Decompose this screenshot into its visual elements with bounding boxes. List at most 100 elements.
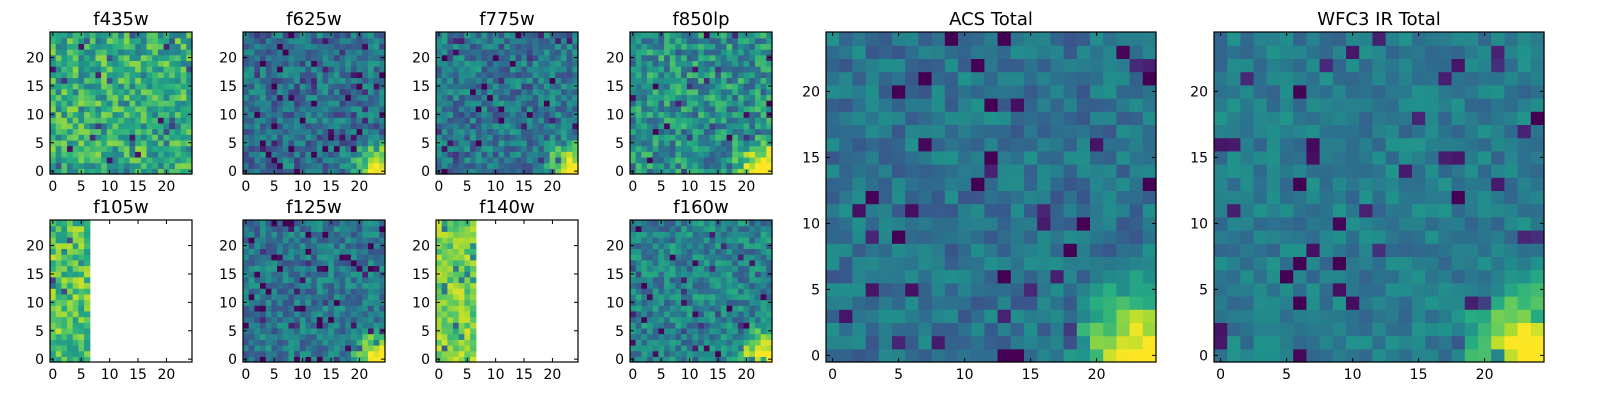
image-cell [532, 168, 539, 175]
image-cell [118, 111, 125, 118]
image-cell [305, 134, 312, 141]
image-cell [726, 139, 733, 147]
image-cell [852, 177, 867, 191]
image-cell [339, 60, 346, 67]
image-cell [362, 94, 369, 101]
image-cell [686, 111, 694, 118]
image-cell [1129, 164, 1144, 178]
image-cell [918, 164, 933, 178]
image-cell [447, 310, 454, 318]
image-cell [339, 276, 346, 284]
image-cell [367, 71, 375, 79]
image-cell [367, 117, 375, 124]
image-cell [350, 66, 358, 73]
image-cell [549, 162, 556, 169]
image-cell [67, 276, 74, 284]
image-cell [294, 66, 301, 73]
image-cell [549, 49, 556, 56]
image-cell [248, 265, 255, 272]
image-cell [760, 49, 767, 56]
image-cell [373, 271, 380, 278]
image-cell [169, 54, 176, 61]
image-cell [248, 94, 255, 101]
image-cell [441, 105, 448, 113]
image-cell [248, 83, 255, 90]
x-tick-label: 10 [681, 179, 699, 195]
image-cell [453, 254, 460, 261]
image-cell [118, 88, 125, 96]
image-cell [373, 299, 380, 306]
image-cell [521, 117, 528, 124]
image-cell [720, 111, 728, 118]
image-cell [726, 265, 733, 272]
y-tick-label: 0 [35, 352, 44, 368]
image-cell [658, 77, 665, 84]
image-cell [958, 216, 972, 231]
image-cell [265, 305, 272, 312]
image-cell [549, 43, 556, 50]
image-cell [447, 248, 454, 255]
image-cell [106, 71, 114, 79]
image-cell [737, 225, 745, 232]
image-cell [509, 100, 517, 107]
image-cell [1076, 243, 1091, 257]
image-cell [316, 71, 324, 79]
image-cell [1103, 84, 1117, 99]
image-cell [560, 145, 568, 152]
image-cell [766, 66, 773, 73]
image-cell [572, 32, 579, 39]
image-cell [339, 327, 346, 335]
image-cell [441, 128, 448, 135]
image-cell [55, 282, 62, 289]
image-cell [905, 84, 919, 99]
image-cell [652, 231, 659, 238]
image-cell [647, 43, 654, 50]
image-cell [55, 339, 62, 346]
image-cell [470, 242, 477, 249]
image-cell [560, 168, 568, 175]
image-cell [703, 105, 711, 113]
image-cell [509, 60, 517, 67]
image-cell [675, 327, 682, 335]
image-cell [106, 94, 114, 101]
image-cell [692, 37, 699, 44]
image-cell [737, 117, 745, 124]
image-cell [1090, 296, 1104, 310]
image-cell [555, 139, 562, 147]
image-cell [447, 344, 454, 352]
image-cell [72, 71, 79, 79]
image-cell [709, 66, 716, 73]
image-cell [1142, 84, 1157, 99]
image-cell [106, 43, 114, 50]
image-cell [277, 32, 284, 39]
image-cell [464, 248, 471, 255]
image-cell [709, 265, 716, 272]
image-cell [135, 139, 142, 147]
image-cell [732, 254, 739, 261]
image-cell [839, 256, 853, 271]
image-cell [146, 60, 153, 67]
image-cell [322, 299, 329, 306]
image-cell [681, 237, 688, 244]
image-cell [248, 66, 255, 73]
image-cell [271, 265, 278, 272]
image-cell [543, 139, 551, 147]
image-cell [458, 145, 465, 152]
image-cell [865, 335, 880, 350]
image-cell [560, 100, 568, 107]
image-cell [641, 327, 648, 335]
image-cell [72, 151, 79, 158]
image-cell [311, 339, 318, 346]
image-cell [157, 128, 165, 135]
image-cell [470, 128, 477, 135]
image-cell [67, 237, 74, 244]
image-cell [726, 299, 733, 306]
image-cell [826, 164, 840, 178]
image-cell [464, 37, 471, 44]
image-cell [339, 156, 346, 164]
image-cell [373, 117, 380, 124]
image-cell [918, 84, 933, 99]
image-cell [350, 254, 358, 261]
image-cell [101, 145, 108, 152]
